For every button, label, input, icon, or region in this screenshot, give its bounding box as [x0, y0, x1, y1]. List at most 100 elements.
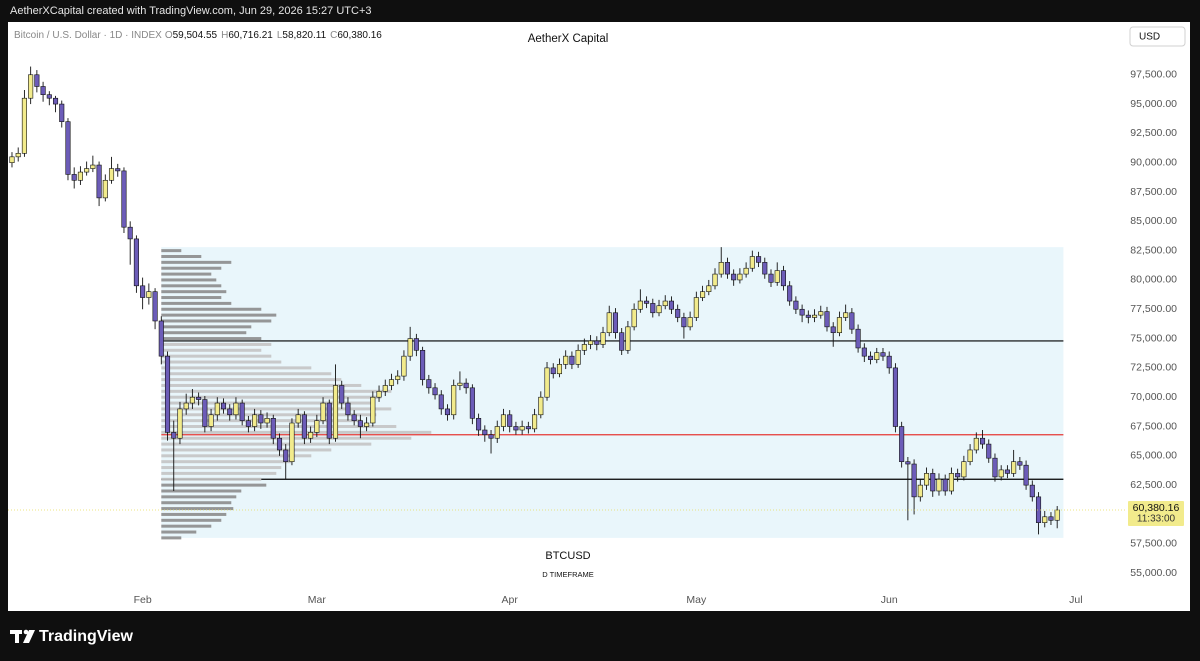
- candle-body: [214, 402, 220, 416]
- profile-bar: [161, 536, 182, 540]
- footer-logo: TradingView: [39, 628, 134, 645]
- candle-body: [140, 285, 146, 298]
- candle-body: [500, 414, 507, 427]
- profile-bar: [161, 436, 412, 440]
- candle-body: [843, 312, 849, 318]
- candle-body: [59, 103, 65, 122]
- candle-body: [1029, 484, 1035, 498]
- profile-bar: [161, 296, 222, 300]
- candle-body: [127, 226, 133, 240]
- profile-bar: [161, 530, 197, 534]
- x-tick-label: Jun: [881, 594, 898, 606]
- profile-bar: [161, 389, 392, 393]
- candle-body: [77, 171, 83, 181]
- legend-prefix: O: [165, 30, 173, 41]
- candle-body: [799, 308, 805, 316]
- candle-body: [874, 352, 880, 360]
- y-tick-label: 85,000.00: [1130, 215, 1177, 227]
- candle-body: [1004, 469, 1010, 474]
- profile-bar: [161, 495, 237, 499]
- candle-body: [923, 473, 930, 486]
- x-tick-label: Jul: [1069, 594, 1082, 606]
- x-tick-label: May: [686, 594, 707, 606]
- candle-body: [308, 432, 314, 439]
- candle-body: [650, 303, 656, 314]
- candle-body: [749, 256, 755, 269]
- profile-bar: [161, 507, 234, 511]
- candle-body: [494, 426, 500, 439]
- candle-body: [569, 355, 575, 365]
- candle-body: [905, 461, 911, 465]
- y-tick-label: 87,500.00: [1130, 186, 1177, 198]
- candle-body: [525, 426, 531, 430]
- candle-body: [979, 437, 986, 445]
- candle-body: [668, 300, 674, 310]
- candle-body: [787, 285, 793, 302]
- candle-body: [998, 469, 1004, 478]
- profile-bar: [161, 313, 277, 317]
- profile-bar: [161, 331, 247, 335]
- candle-body: [805, 314, 811, 318]
- legend-value: 60,716.21: [228, 30, 273, 41]
- candle-body: [532, 414, 538, 430]
- y-tick-label: 55,000.00: [1130, 567, 1177, 579]
- candle-body: [158, 320, 164, 357]
- candle-body: [239, 402, 245, 421]
- candle-body: [619, 332, 625, 351]
- candle-body: [911, 463, 917, 498]
- candle-body: [202, 399, 208, 427]
- candle-body: [1023, 464, 1029, 486]
- candle-body: [146, 291, 152, 298]
- candle-body: [868, 355, 874, 360]
- candle-body: [65, 121, 71, 175]
- candle-body: [413, 338, 419, 351]
- y-tick-label: 70,000.00: [1130, 391, 1177, 403]
- y-tick-label: 82,500.00: [1130, 244, 1177, 256]
- profile-bar: [161, 307, 262, 311]
- profile-bar: [161, 325, 252, 329]
- candle-body: [295, 414, 301, 424]
- candle-body: [283, 449, 289, 462]
- candle-body: [34, 74, 40, 87]
- candle-body: [836, 317, 842, 334]
- candle-body: [370, 396, 376, 424]
- candle-body: [108, 168, 115, 181]
- candle-body: [21, 97, 27, 154]
- candle-body: [986, 443, 992, 459]
- y-tick-label: 97,500.00: [1130, 69, 1177, 81]
- candle-body: [357, 420, 363, 427]
- candle-body: [756, 256, 762, 263]
- candle-body: [706, 285, 712, 292]
- profile-bar: [161, 454, 312, 458]
- last-price-label: 60,380.16: [1133, 502, 1180, 514]
- currency-button[interactable]: [1129, 26, 1186, 47]
- chart-title: AetherX Capital: [528, 33, 609, 45]
- candle-body: [507, 414, 513, 427]
- y-tick-label: 67,500.00: [1130, 420, 1177, 432]
- candle-body: [1017, 461, 1023, 466]
- candle-body: [942, 478, 948, 492]
- candle-body: [376, 391, 382, 398]
- candle-body: [102, 179, 108, 199]
- candle-body: [930, 473, 936, 492]
- y-tick-label: 62,500.00: [1130, 479, 1177, 491]
- candle-body: [1011, 461, 1017, 474]
- x-tick-label: Feb: [134, 594, 152, 606]
- candle-body: [407, 338, 413, 357]
- candle-body: [631, 308, 637, 328]
- watermark: BTCUSD: [545, 550, 590, 562]
- candle-body: [395, 375, 401, 380]
- profile-bar: [161, 512, 227, 516]
- candle-body: [469, 387, 475, 419]
- countdown: 11:33:00: [1137, 514, 1176, 525]
- candle-body: [289, 422, 295, 462]
- candle-body: [84, 168, 90, 173]
- candle-body: [737, 273, 743, 281]
- candle-body: [388, 379, 395, 386]
- candle-body: [463, 382, 469, 389]
- candle-body: [992, 457, 998, 478]
- candle-body: [612, 312, 619, 334]
- candle-body: [886, 355, 892, 369]
- header-text: AetherXCapital created with TradingView.…: [10, 5, 371, 17]
